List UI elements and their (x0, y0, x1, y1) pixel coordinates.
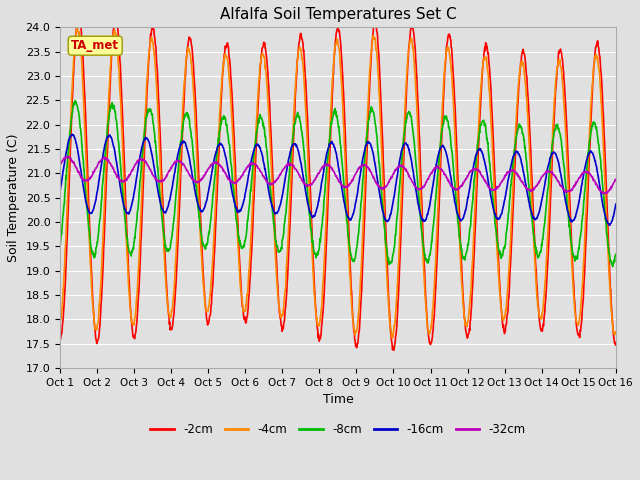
-8cm (166, 242, 174, 248)
Line: -2cm: -2cm (60, 15, 616, 350)
-4cm (547, 176, 554, 181)
-32cm (180, 162, 188, 168)
-4cm (388, 335, 396, 341)
-16cm (166, 193, 174, 199)
-2cm (180, 95, 188, 101)
-2cm (166, 326, 174, 332)
Text: TA_met: TA_met (71, 39, 119, 52)
-4cm (498, 307, 506, 312)
Y-axis label: Soil Temperature (C): Soil Temperature (C) (7, 133, 20, 262)
-8cm (180, 116, 188, 121)
-16cm (243, 186, 250, 192)
-32cm (65, 154, 73, 159)
-32cm (601, 191, 609, 196)
-2cm (498, 308, 506, 313)
-4cm (425, 331, 433, 337)
-4cm (74, 25, 81, 31)
-16cm (68, 132, 76, 137)
-8cm (497, 255, 505, 261)
-32cm (56, 162, 64, 168)
Line: -8cm: -8cm (60, 101, 616, 266)
-2cm (425, 335, 433, 340)
Line: -32cm: -32cm (60, 156, 616, 193)
-8cm (243, 232, 250, 238)
-8cm (56, 243, 64, 249)
-16cm (180, 139, 188, 144)
-8cm (547, 162, 554, 168)
-2cm (547, 197, 554, 203)
-4cm (612, 329, 620, 335)
Line: -16cm: -16cm (60, 134, 616, 225)
-16cm (497, 211, 505, 217)
X-axis label: Time: Time (323, 393, 353, 406)
Line: -4cm: -4cm (60, 28, 616, 338)
-2cm (74, 12, 82, 18)
-2cm (243, 320, 250, 326)
-16cm (612, 202, 620, 207)
-16cm (56, 188, 64, 194)
-8cm (424, 259, 432, 264)
-32cm (612, 177, 620, 183)
-32cm (424, 176, 432, 182)
-8cm (71, 98, 79, 104)
-4cm (180, 83, 188, 89)
-2cm (390, 348, 397, 353)
-16cm (547, 155, 554, 160)
-16cm (605, 222, 613, 228)
-32cm (497, 180, 505, 185)
-2cm (612, 342, 620, 348)
-4cm (56, 320, 64, 325)
-32cm (166, 166, 174, 172)
-32cm (243, 165, 250, 171)
Legend: -2cm, -4cm, -8cm, -16cm, -32cm: -2cm, -4cm, -8cm, -16cm, -32cm (145, 418, 531, 441)
-32cm (547, 168, 554, 174)
Title: Alfalfa Soil Temperatures Set C: Alfalfa Soil Temperatures Set C (220, 7, 456, 22)
-8cm (612, 252, 620, 257)
-4cm (166, 315, 174, 321)
-16cm (424, 208, 432, 214)
-4cm (243, 302, 250, 308)
-8cm (609, 264, 616, 269)
-2cm (56, 336, 64, 341)
